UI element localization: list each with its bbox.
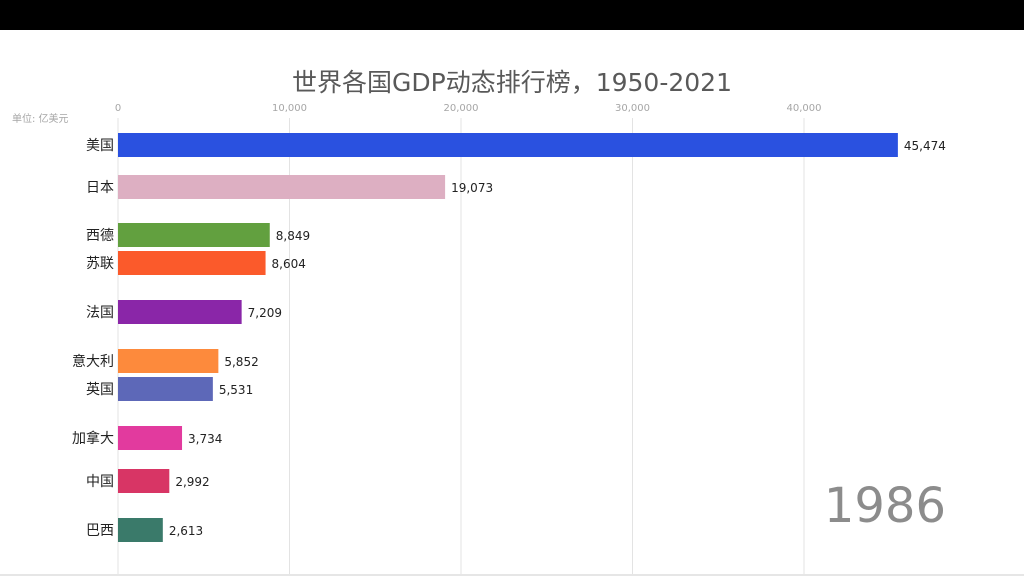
bar — [118, 469, 170, 493]
category-label: 苏联 — [86, 256, 114, 272]
bar — [118, 426, 183, 450]
value-label: 3,734 — [188, 432, 222, 446]
x-tick-label: 0 — [115, 103, 121, 114]
bottom-rule — [0, 574, 1024, 576]
bar — [118, 349, 219, 373]
value-label: 5,852 — [224, 355, 258, 369]
bar — [118, 300, 242, 324]
value-label: 7,209 — [248, 306, 282, 320]
category-label: 加拿大 — [72, 430, 114, 447]
x-tick-label: 10,000 — [272, 103, 307, 114]
value-label: 2,992 — [175, 475, 209, 489]
bar — [118, 223, 270, 247]
year-label: 1986 — [823, 478, 946, 534]
value-label: 19,073 — [451, 181, 493, 195]
category-label: 意大利 — [72, 353, 114, 370]
bar-layer: 美国 45,474 日本 19,073 西德 8,849 苏联 8,604 法国 7,209 意大利… — [72, 133, 946, 542]
bar — [118, 133, 898, 157]
value-label: 8,604 — [272, 257, 306, 271]
chart-title: 世界各国GDP动态排行榜，1950-2021 — [292, 68, 732, 97]
value-label: 8,849 — [276, 229, 310, 243]
category-label: 法国 — [86, 305, 114, 321]
category-label: 英国 — [86, 381, 114, 398]
category-label: 中国 — [86, 474, 114, 490]
unit-label: 单位: 亿美元 — [12, 114, 69, 125]
bar-chart: 0 10,000 20,000 30,000 40,000 美国 45,474 日本 19,0… — [72, 103, 946, 574]
chart-frame: 世界各国GDP动态排行榜，1950-2021 单位: 亿美元 0 10,000 20… — [0, 30, 1024, 576]
category-label: 美国 — [86, 138, 114, 154]
bar — [118, 518, 163, 542]
category-label: 日本 — [86, 180, 114, 196]
category-label: 西德 — [86, 228, 114, 244]
x-tick-label: 40,000 — [787, 103, 822, 114]
value-label: 45,474 — [904, 139, 946, 153]
category-label: 巴西 — [86, 523, 114, 539]
bar — [118, 175, 446, 199]
grid-layer: 0 10,000 20,000 30,000 40,000 — [115, 103, 822, 574]
bar — [118, 251, 266, 275]
x-tick-label: 30,000 — [615, 103, 650, 114]
x-tick-label: 20,000 — [444, 103, 479, 114]
value-label: 2,613 — [169, 524, 203, 538]
value-label: 5,531 — [219, 383, 253, 397]
bar — [118, 377, 213, 401]
